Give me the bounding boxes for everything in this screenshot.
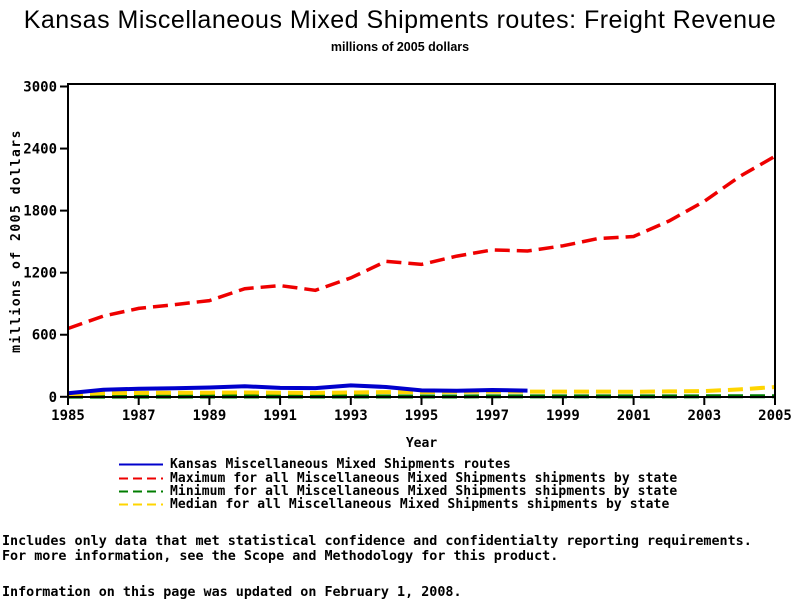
chart-subtitle: millions of 2005 dollars [330,40,470,54]
x-tick-label: 1987 [122,408,156,424]
x-tick-label: 2003 [687,408,721,424]
x-axis-title: Year [405,436,438,451]
legend-line-kansas [119,463,163,466]
y-tick-label: 0 [49,390,57,406]
legend-item-kansas: Kansas Miscellaneous Mixed Shipments rou… [118,457,677,473]
legend-label-kansas: Kansas Miscellaneous Mixed Shipments rou… [170,457,511,473]
legend-line-minimum [119,490,163,493]
x-tick-label: 1995 [405,408,439,424]
y-tick-label: 3000 [23,80,57,96]
y-tick-label: 1200 [23,266,57,282]
legend-label-minimum: Minimum for all Miscellaneous Mixed Ship… [170,483,678,499]
legend-label-median: Median for all Miscellaneous Mixed Shipm… [170,497,670,513]
footnote-block: Includes only data that met statistical … [2,534,752,564]
legend-label-maximum: Maximum for all Miscellaneous Mixed Ship… [170,470,678,486]
x-tick-label: 2001 [617,408,651,424]
chart-legend: Kansas Miscellaneous Mixed Shipments rou… [118,457,678,513]
x-tick-label: 1993 [334,408,368,424]
plot-frame [67,83,776,398]
x-tick-label: 1991 [263,408,297,424]
legend-line-maximum [119,477,163,480]
footnote-line-2: For more information, see the Scope and … [2,548,559,564]
y-tick-label: 2400 [23,142,57,158]
y-tick-label: 1800 [23,204,57,220]
legend-item-median: Median for all Miscellaneous Mixed Shipm… [118,497,677,513]
series-line-kansas [67,383,528,396]
footnote-line-1: Includes only data that met statistical … [2,534,752,549]
series-line-maximum [67,154,776,331]
updated-note: Information on this page was updated on … [2,585,462,600]
legend-item-minimum: Minimum for all Miscellaneous Mixed Ship… [118,483,678,499]
y-tick-label: 600 [32,328,57,344]
chart-title: Kansas Miscellaneous Mixed Shipments rou… [23,6,777,34]
x-tick-label: 1997 [475,408,509,424]
x-tick-label: 1989 [193,408,227,424]
legend-line-median [119,503,163,506]
x-tick-label: 1999 [546,408,580,424]
x-tick-label: 1985 [51,408,85,424]
legend-item-maximum: Maximum for all Miscellaneous Mixed Ship… [118,470,678,486]
x-tick-label: 2005 [758,408,792,424]
